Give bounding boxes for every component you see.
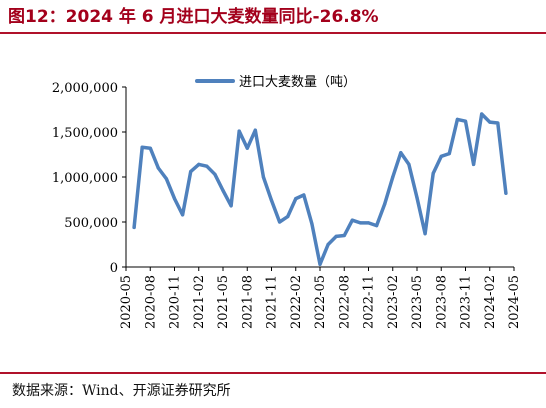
data-point (350, 218, 354, 222)
data-point (132, 225, 136, 229)
data-point (140, 145, 144, 149)
y-tick-label: 500,000 (64, 216, 118, 231)
data-point (439, 154, 443, 158)
data-point (189, 170, 193, 174)
data-point (455, 117, 459, 121)
x-tick-label: 2022-05 (313, 275, 328, 329)
data-point (269, 198, 274, 202)
data-point (229, 204, 233, 208)
chart-axes (122, 86, 515, 271)
data-point (286, 215, 290, 219)
data-point (197, 162, 201, 166)
data-point (480, 112, 484, 116)
data-point (318, 262, 322, 266)
x-tick-label: 2021-05 (216, 275, 231, 329)
series-layer (132, 112, 508, 267)
data-point (496, 121, 500, 125)
line-chart: 0 500,000 1,000,000 1,500,000 2,000,000 2020… (52, 75, 522, 329)
x-tick-label: 2021-02 (192, 275, 207, 329)
data-point (447, 152, 451, 156)
x-tick-label: 2022-11 (362, 275, 377, 329)
x-tick-label: 2020-08 (143, 275, 158, 329)
data-point (463, 119, 468, 123)
data-point (310, 222, 314, 226)
data-point (278, 220, 282, 224)
x-tick-label: 2020-11 (168, 275, 183, 329)
y-tick-label: 2,000,000 (52, 81, 118, 96)
data-point (407, 162, 411, 166)
data-point (472, 162, 476, 166)
data-point (358, 221, 362, 225)
data-point (383, 202, 387, 206)
data-point (488, 120, 492, 124)
data-point (294, 197, 298, 201)
x-tick-label: 2023-05 (410, 275, 425, 329)
figure-title: 图12：2024 年 6 月进口大麦数量同比-26.8% (8, 7, 379, 27)
data-point (334, 234, 338, 238)
data-point (237, 129, 241, 133)
data-point (391, 175, 395, 179)
x-tick-label: 2023-11 (459, 275, 474, 329)
data-point (431, 171, 435, 175)
series-line (132, 112, 508, 267)
data-point (172, 197, 177, 201)
x-tick-label: 2021-08 (240, 275, 255, 329)
x-tick-label: 2021-11 (265, 275, 280, 329)
data-point (245, 146, 249, 150)
x-tick-label: 2024-05 (507, 275, 522, 329)
x-tick-label: 2023-08 (434, 275, 449, 329)
data-point (399, 151, 403, 155)
data-point (221, 188, 225, 193)
data-point (423, 232, 427, 236)
legend: 进口大麦数量（吨） (195, 75, 356, 90)
x-tick-label: 2022-02 (289, 275, 304, 329)
data-point (156, 166, 160, 170)
data-point (164, 177, 168, 181)
x-tick-label: 2020-05 (119, 275, 134, 329)
data-point (148, 146, 152, 150)
data-point (504, 191, 508, 195)
data-point (205, 164, 209, 168)
y-tick-labels: 0 500,000 1,000,000 1,500,000 2,000,000 (52, 81, 118, 276)
x-tick-label: 2022-08 (337, 275, 352, 329)
y-tick-label: 0 (110, 261, 118, 276)
x-tick-labels: 2020-05 2020-08 2020-11 2021-02 2021-05 2021-… (119, 275, 522, 329)
x-tick-label: 2024-02 (483, 275, 498, 329)
data-point (181, 213, 185, 217)
y-tick-label: 1,000,000 (52, 171, 118, 186)
x-tick-label: 2023-02 (386, 275, 401, 329)
data-point (253, 128, 257, 132)
data-point (302, 193, 306, 197)
title-rule (0, 32, 546, 34)
legend-label: 进口大麦数量（吨） (239, 75, 356, 90)
y-tick-label: 1,500,000 (52, 126, 118, 141)
data-point (342, 233, 346, 238)
source-note: 数据来源：Wind、开源证券研究所 (12, 383, 231, 399)
data-point (213, 172, 217, 176)
data-point (415, 196, 419, 200)
footer-rule (0, 372, 546, 374)
data-point (326, 242, 330, 247)
data-point (366, 221, 371, 225)
data-point (261, 175, 265, 179)
data-point (375, 224, 379, 228)
